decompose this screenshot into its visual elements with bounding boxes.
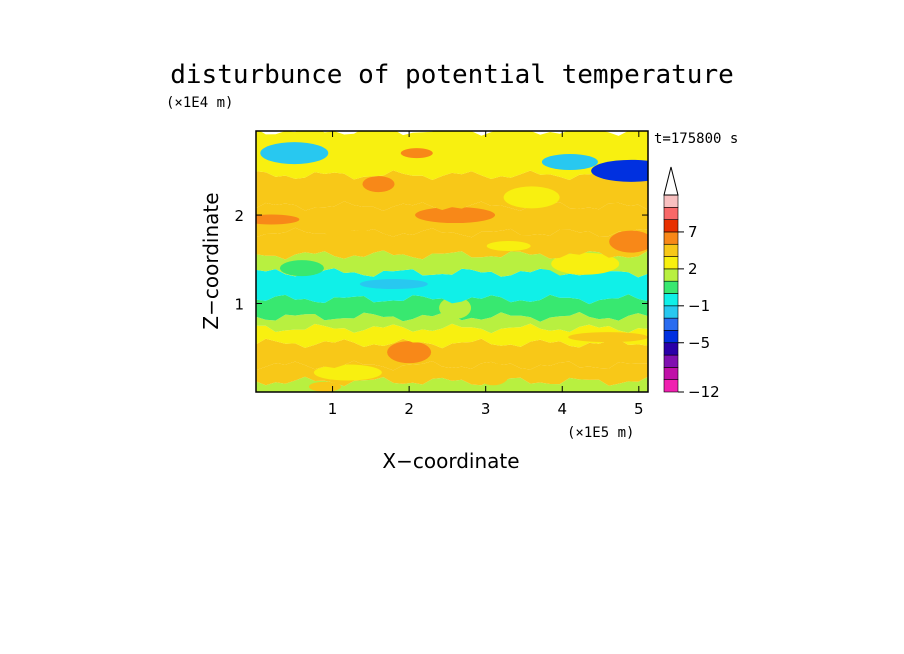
contour-cell: [530, 268, 563, 285]
colorbar-tick-label: −12: [688, 383, 720, 401]
colorbar: −12−5−127: [663, 166, 720, 401]
colorbar-swatch: [663, 293, 679, 307]
colorbar-swatch: [663, 219, 679, 233]
x-tick-label: 2: [404, 400, 414, 418]
contour-cell: [256, 214, 300, 225]
x-tick-label: 3: [481, 400, 491, 418]
contour-cell: [313, 364, 382, 381]
colorbar-tick-label: 7: [688, 223, 698, 241]
contour-cell: [541, 153, 598, 170]
x-unit-label: (×1E5 m): [567, 425, 634, 441]
contour-band: [256, 338, 648, 371]
x-tick-label: 1: [328, 400, 338, 418]
colorbar-swatch: [663, 305, 679, 319]
plot-frame: [255, 130, 649, 393]
colorbar-swatch: [663, 367, 679, 380]
colorbar-swatch: [663, 379, 679, 393]
contour-cell: [387, 341, 432, 364]
time-label: t=175800 s: [654, 131, 738, 147]
contour-band: [256, 131, 648, 180]
contour-cell: [260, 142, 329, 165]
colorbar-swatch: [663, 207, 679, 220]
chart-title: disturbunce of potential temperature: [170, 60, 734, 90]
contour-cell: [477, 363, 510, 386]
contour-plot-area: [256, 131, 648, 392]
y-tick-label: 1: [234, 296, 244, 314]
colorbar-tick-label: −5: [688, 334, 710, 352]
contour-cell: [486, 241, 531, 252]
colorbar-swatch: [663, 342, 679, 356]
colorbar-tick-label: −1: [688, 297, 710, 315]
contour-cell: [362, 176, 395, 193]
contour-band: [256, 250, 648, 278]
contour-cell: [279, 260, 324, 277]
colorbar-swatch: [663, 280, 679, 294]
x-tick-label: 4: [557, 400, 567, 418]
colorbar-swatch: [663, 243, 679, 257]
contour-band: [256, 376, 648, 392]
y-tick-label: 2: [234, 207, 244, 225]
contour-band: [256, 323, 648, 349]
colorbar-tick-label: 2: [688, 260, 698, 278]
contour-cell: [400, 148, 433, 159]
colorbar-swatch: [663, 330, 679, 344]
y-unit-label: (×1E4 m): [166, 95, 233, 111]
contour-cell: [415, 207, 496, 224]
colorbar-swatch: [663, 317, 679, 331]
colorbar-swatch: [663, 231, 679, 245]
contour-cell: [497, 349, 566, 360]
contour-cell: [568, 332, 648, 343]
contour-band: [256, 170, 648, 211]
contour-cell: [503, 186, 560, 209]
colorbar-swatch: [663, 354, 679, 368]
contour-cell: [359, 279, 428, 290]
contour-cell: [439, 296, 472, 319]
colorbar-swatch: [663, 268, 679, 282]
plot-axes: 1 2 3 4 5 1 2: [234, 130, 649, 418]
x-tick-label: 5: [634, 400, 644, 418]
colorbar-swatch: [663, 194, 679, 208]
contour-cell: [551, 252, 620, 275]
y-axis-label: Z−coordinate: [199, 192, 223, 329]
contour-cell: [591, 159, 648, 182]
x-axis-label: X−coordinate: [382, 449, 519, 473]
colorbar-extend-arrow: [663, 166, 679, 196]
contour-band: [256, 312, 648, 334]
colorbar-swatch: [663, 256, 679, 270]
contour-field: [256, 131, 648, 392]
contour-cell: [609, 230, 648, 253]
